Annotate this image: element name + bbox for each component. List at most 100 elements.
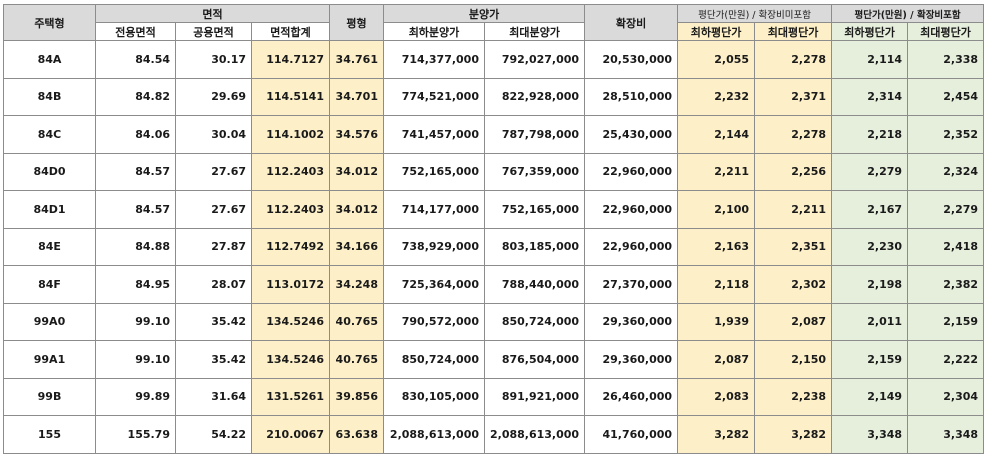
- cell-max-price: 752,165,000: [483, 190, 586, 229]
- cell-min-ppp-excl: 1,939: [677, 302, 756, 341]
- cell-expansion: 25,430,000: [584, 115, 679, 154]
- cell-max-ppp-incl: 2,279: [907, 190, 985, 229]
- header-min-ppp-incl: 최하평단가: [831, 22, 909, 41]
- cell-exclusive-area: 99.10: [95, 302, 176, 341]
- cell-common-area: 27.67: [175, 190, 252, 229]
- cell-min-ppp-incl: 2,167: [831, 190, 909, 229]
- cell-max-ppp-incl: 2,338: [907, 40, 985, 79]
- price-table-container: 주택형 면적 평형 분양가 확장비 평단가(만원) / 확장비미포함 평단가(만…: [3, 4, 985, 454]
- table-row: 99A0 99.10 35.42 134.5246 40.765 790,572,000 8…: [3, 302, 985, 341]
- table-row: 84D1 84.57 27.67 112.2403 34.012 714,177,000 7…: [3, 190, 985, 229]
- cell-exclusive-area: 84.54: [95, 40, 176, 79]
- cell-exclusive-area: 84.95: [95, 265, 176, 304]
- cell-exclusive-area: 84.57: [95, 190, 176, 229]
- cell-min-price: 725,364,000: [383, 265, 485, 304]
- cell-type: 84C: [3, 115, 96, 154]
- cell-min-price: 741,457,000: [383, 115, 485, 154]
- cell-total-area: 112.2403: [251, 190, 330, 229]
- cell-max-ppp-incl: 2,304: [907, 377, 985, 416]
- cell-max-ppp-incl: 2,454: [907, 77, 985, 116]
- cell-type: 84D1: [3, 190, 96, 229]
- header-min-price: 최하분양가: [383, 22, 485, 41]
- cell-max-ppp-excl: 3,282: [754, 415, 833, 454]
- cell-min-price: 774,521,000: [383, 77, 485, 116]
- cell-max-ppp-excl: 2,278: [754, 40, 833, 79]
- cell-exclusive-area: 99.89: [95, 377, 176, 416]
- cell-max-price: 2,088,613,000: [483, 415, 586, 454]
- table-row: 84E 84.88 27.87 112.7492 34.166 738,929,000 80…: [3, 227, 985, 266]
- cell-type: 99A0: [3, 302, 96, 341]
- cell-expansion: 22,960,000: [584, 152, 679, 191]
- cell-type: 155: [3, 415, 96, 454]
- cell-min-ppp-incl: 2,011: [831, 302, 909, 341]
- table-row: 84C 84.06 30.04 114.1002 34.576 741,457,000 78…: [3, 115, 985, 154]
- cell-total-area: 112.7492: [251, 227, 330, 266]
- cell-min-ppp-incl: 2,114: [831, 40, 909, 79]
- apartment-price-table: 주택형 면적 평형 분양가 확장비 평단가(만원) / 확장비미포함 평단가(만…: [3, 4, 985, 454]
- cell-exclusive-area: 84.57: [95, 152, 176, 191]
- table-row: 84A 84.54 30.17 114.7127 34.761 714,377,000 79…: [3, 40, 985, 79]
- cell-min-price: 714,177,000: [383, 190, 485, 229]
- cell-total-area: 114.5141: [251, 77, 330, 116]
- cell-max-price: 822,928,000: [483, 77, 586, 116]
- cell-min-ppp-excl: 2,163: [677, 227, 756, 266]
- cell-expansion: 28,510,000: [584, 77, 679, 116]
- cell-expansion: 22,960,000: [584, 227, 679, 266]
- cell-expansion: 20,530,000: [584, 40, 679, 79]
- cell-total-area: 131.5261: [251, 377, 330, 416]
- cell-min-ppp-incl: 2,230: [831, 227, 909, 266]
- cell-pyeong: 34.701: [329, 77, 384, 116]
- cell-max-ppp-excl: 2,371: [754, 77, 833, 116]
- cell-max-ppp-excl: 2,302: [754, 265, 833, 304]
- table-body: 84A 84.54 30.17 114.7127 34.761 714,377,000 79…: [3, 40, 985, 454]
- cell-pyeong: 34.761: [329, 40, 384, 79]
- cell-pyeong: 34.248: [329, 265, 384, 304]
- cell-expansion: 41,760,000: [584, 415, 679, 454]
- cell-max-price: 891,921,000: [483, 377, 586, 416]
- header-min-ppp-excl: 최하평단가: [677, 22, 756, 41]
- cell-max-ppp-incl: 2,352: [907, 115, 985, 154]
- cell-max-ppp-excl: 2,278: [754, 115, 833, 154]
- header-price-group: 분양가: [382, 4, 586, 23]
- header-ppp-excl-group: 평단가(만원) / 확장비미포함: [677, 4, 833, 23]
- cell-total-area: 114.1002: [251, 115, 330, 154]
- table-row: 155 155.79 54.22 210.0067 63.638 2,088,613,00…: [3, 415, 985, 454]
- header-type: 주택형: [3, 4, 96, 41]
- cell-total-area: 134.5246: [251, 340, 330, 379]
- cell-min-ppp-excl: 2,211: [677, 152, 756, 191]
- cell-max-ppp-excl: 2,211: [754, 190, 833, 229]
- cell-exclusive-area: 155.79: [95, 415, 176, 454]
- cell-min-price: 738,929,000: [383, 227, 485, 266]
- cell-min-ppp-incl: 2,198: [831, 265, 909, 304]
- cell-max-ppp-excl: 2,351: [754, 227, 833, 266]
- cell-min-ppp-incl: 2,149: [831, 377, 909, 416]
- cell-min-price: 2,088,613,000: [383, 415, 485, 454]
- header-max-ppp-incl: 최대평단가: [907, 22, 985, 41]
- cell-min-price: 830,105,000: [383, 377, 485, 416]
- cell-type: 84F: [3, 265, 96, 304]
- cell-max-ppp-incl: 2,324: [907, 152, 985, 191]
- cell-exclusive-area: 99.10: [95, 340, 176, 379]
- header-exclusive-area: 전용면적: [95, 22, 176, 41]
- cell-expansion: 29,360,000: [584, 340, 679, 379]
- header-max-ppp-excl: 최대평단가: [754, 22, 833, 41]
- cell-pyeong: 63.638: [329, 415, 384, 454]
- cell-pyeong: 40.765: [329, 302, 384, 341]
- cell-min-ppp-incl: 3,348: [831, 415, 909, 454]
- cell-common-area: 28.07: [175, 265, 252, 304]
- cell-common-area: 27.67: [175, 152, 252, 191]
- cell-min-price: 752,165,000: [383, 152, 485, 191]
- cell-exclusive-area: 84.82: [95, 77, 176, 116]
- cell-max-ppp-excl: 2,087: [754, 302, 833, 341]
- cell-common-area: 27.87: [175, 227, 252, 266]
- cell-pyeong: 39.856: [329, 377, 384, 416]
- cell-min-ppp-incl: 2,218: [831, 115, 909, 154]
- cell-min-ppp-excl: 2,144: [677, 115, 756, 154]
- cell-total-area: 210.0067: [251, 415, 330, 454]
- cell-expansion: 22,960,000: [584, 190, 679, 229]
- cell-min-ppp-excl: 2,232: [677, 77, 756, 116]
- cell-expansion: 29,360,000: [584, 302, 679, 341]
- cell-total-area: 134.5246: [251, 302, 330, 341]
- cell-min-ppp-excl: 2,100: [677, 190, 756, 229]
- cell-common-area: 31.64: [175, 377, 252, 416]
